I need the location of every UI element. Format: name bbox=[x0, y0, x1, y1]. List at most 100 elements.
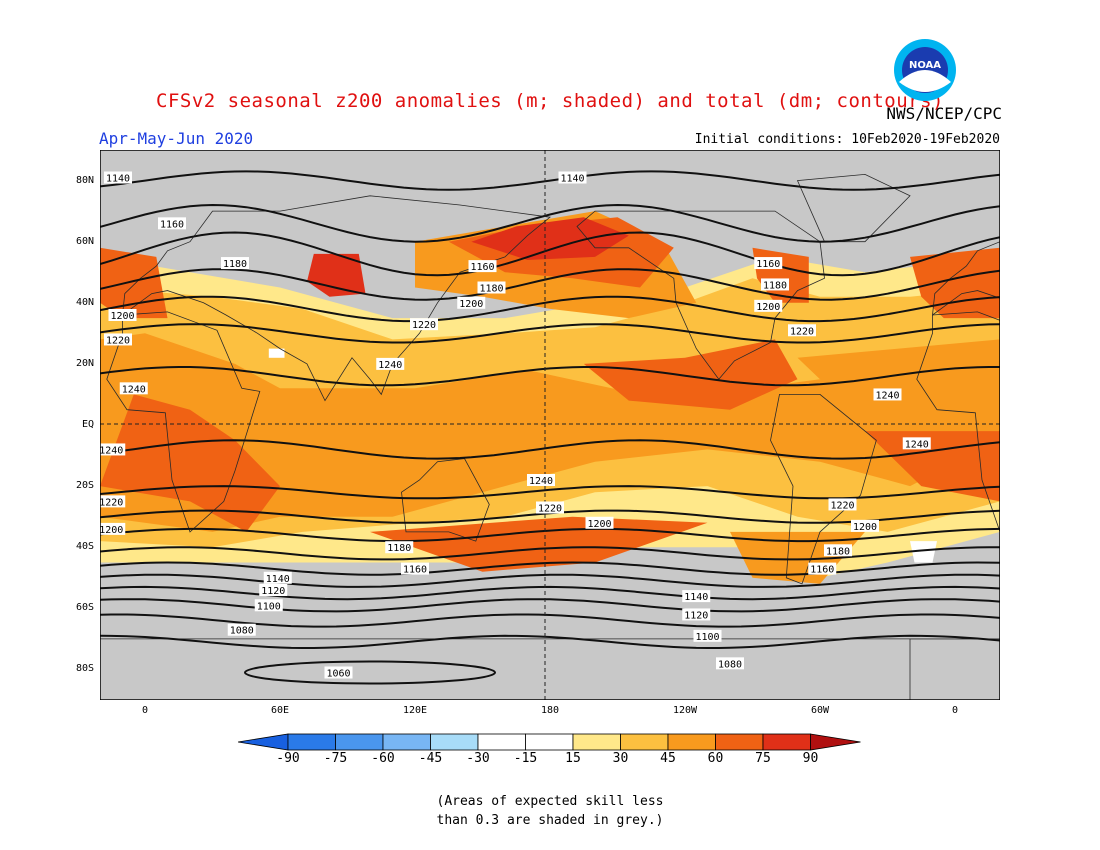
contour-label: 1200 bbox=[851, 519, 879, 533]
height-contour bbox=[100, 585, 1000, 601]
lon-tick-label: 180 bbox=[540, 705, 560, 716]
contour-label-bg bbox=[385, 541, 414, 554]
contour-label-text: 1160 bbox=[470, 262, 494, 273]
contour-label: 1200 bbox=[100, 522, 126, 536]
noaa-logo: NOAA bbox=[894, 39, 956, 101]
agency-label: NWS/NCEP/CPC bbox=[886, 104, 1002, 123]
contour-label-text: 1220 bbox=[790, 326, 814, 337]
contour-label-text: 1140 bbox=[266, 574, 290, 585]
contour-label-bg bbox=[104, 333, 132, 346]
contour-label: 1220 bbox=[104, 333, 132, 346]
contour-label-bg bbox=[585, 516, 614, 529]
contour-label-text: 1160 bbox=[756, 259, 780, 270]
contour-label: 1100 bbox=[693, 629, 722, 643]
contour-label: 1240 bbox=[376, 357, 405, 371]
contour-label-text: 1200 bbox=[756, 302, 780, 313]
contour-label-text: 1220 bbox=[100, 497, 123, 508]
contour-label: 1220 bbox=[828, 498, 857, 511]
contour-label-bg bbox=[227, 623, 256, 636]
height-contour bbox=[100, 268, 1000, 301]
colorbar-tick-label: 30 bbox=[612, 751, 629, 766]
skill-note-line2: than 0.3 are shaded in grey.) bbox=[436, 813, 664, 828]
colorbar-arrow-right bbox=[810, 733, 861, 751]
colorbar-segment bbox=[525, 733, 574, 751]
contour-label-text: 1200 bbox=[110, 311, 134, 322]
contour-label: 1180 bbox=[385, 541, 414, 554]
anomaly-map: 1140 1140 1160 1180 1160 1180 1200 1200 1220 1220… bbox=[100, 150, 1000, 700]
colorbar-segment bbox=[287, 733, 336, 751]
contour-label-bg bbox=[824, 544, 852, 557]
contour-label-bg bbox=[410, 318, 438, 331]
contour-label-text: 1240 bbox=[378, 360, 402, 371]
contour-label-text: 1220 bbox=[830, 500, 854, 511]
contour-label-bg bbox=[527, 474, 555, 486]
contour-label-bg bbox=[682, 608, 711, 621]
colorbar-segment bbox=[572, 733, 621, 751]
contour-label: 1160 bbox=[401, 562, 429, 576]
contour-label: 1240 bbox=[100, 443, 126, 456]
anomaly-region bbox=[268, 348, 285, 358]
contour-label: 1180 bbox=[221, 257, 249, 270]
lat-tick-label: 20S bbox=[75, 480, 94, 492]
contour-label: 1200 bbox=[108, 309, 137, 322]
contour-label-text: 1140 bbox=[106, 174, 130, 185]
coastline bbox=[932, 241, 1000, 316]
height-contour bbox=[100, 485, 1000, 500]
coastline bbox=[909, 638, 1000, 700]
contour-label-bg bbox=[254, 599, 283, 612]
contour-label-text: 1240 bbox=[875, 390, 899, 401]
contour-label-bg bbox=[558, 171, 587, 184]
colorbar-segment bbox=[762, 733, 811, 751]
colorbar-tick-label: 90 bbox=[802, 751, 819, 766]
colorbar-segment bbox=[477, 733, 526, 751]
lat-tick-label: EQ bbox=[81, 419, 94, 430]
skill-note-line1: (Areas of expected skill less bbox=[436, 794, 664, 809]
contour-label: 1220 bbox=[410, 318, 438, 331]
contour-label: 1180 bbox=[824, 544, 852, 557]
contour-label-bg bbox=[158, 217, 186, 230]
colorbar-tick-label: -45 bbox=[418, 751, 443, 766]
contour-label: 1140 bbox=[682, 590, 711, 603]
anomaly-region bbox=[370, 516, 708, 572]
contour-label-bg bbox=[851, 519, 879, 532]
contour-label-text: 1240 bbox=[905, 439, 929, 450]
height-contour bbox=[100, 613, 1000, 628]
contour-label-bg bbox=[468, 260, 497, 273]
colorbar-tick-label: 75 bbox=[755, 751, 771, 766]
height-contour bbox=[100, 295, 1000, 323]
contour-label: 1200 bbox=[457, 296, 486, 310]
contour-label-bg bbox=[119, 382, 148, 395]
contour-label-bg bbox=[828, 498, 857, 511]
coastline bbox=[796, 173, 911, 243]
contour-label: 1060 bbox=[324, 666, 353, 680]
contour-label: 1180 bbox=[761, 278, 789, 291]
height-contour bbox=[100, 170, 1000, 191]
coastline bbox=[916, 311, 1000, 533]
height-contour bbox=[100, 527, 1000, 543]
height-contour bbox=[100, 546, 1000, 561]
height-contour bbox=[100, 634, 1000, 649]
contour-label-bg bbox=[221, 257, 249, 270]
contour-label: 1120 bbox=[259, 584, 288, 597]
lon-tick-label: 120W bbox=[672, 705, 698, 716]
contour-label: 1140 bbox=[104, 171, 132, 185]
anomaly-region bbox=[910, 247, 1000, 319]
contour-label-text: 1160 bbox=[810, 565, 834, 576]
height-contour bbox=[100, 231, 1000, 277]
lat-tick-label: 80S bbox=[75, 663, 94, 675]
contour-label-bg bbox=[324, 666, 353, 679]
lon-tick-label: 60E bbox=[270, 705, 290, 716]
contour-label-bg bbox=[808, 562, 837, 575]
map-title: CFSv2 seasonal z200 anomalies (m; shaded… bbox=[156, 90, 944, 112]
svg-text:NOAA: NOAA bbox=[909, 60, 941, 71]
contour-label-text: 1180 bbox=[223, 259, 247, 270]
contour-label-bg bbox=[477, 281, 506, 294]
contour-label-bg bbox=[104, 171, 132, 184]
colorbar-segment bbox=[667, 733, 716, 751]
anomaly-region bbox=[910, 541, 937, 563]
anomaly-region bbox=[865, 431, 1000, 502]
colorbar-segment bbox=[382, 733, 431, 751]
anomaly-region bbox=[100, 394, 280, 532]
height-contour bbox=[100, 203, 1000, 243]
contour-label-text: 1200 bbox=[100, 525, 123, 536]
